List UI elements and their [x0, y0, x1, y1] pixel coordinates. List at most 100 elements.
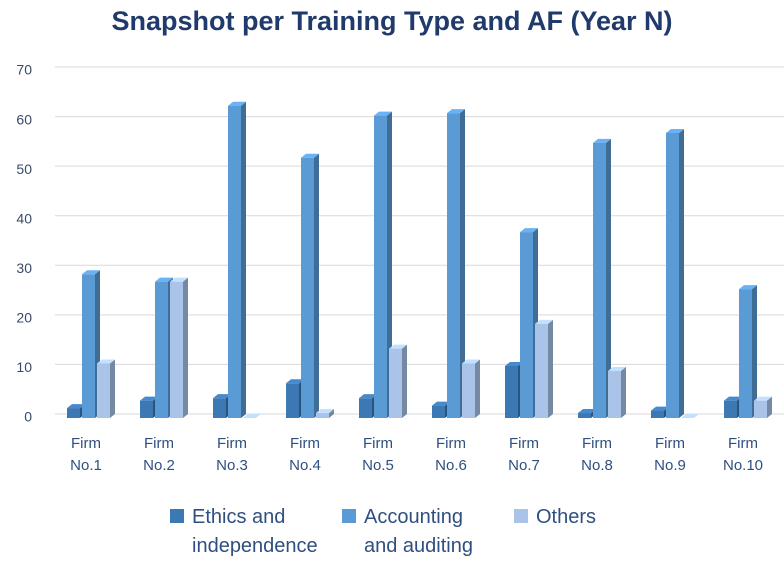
- y-tick-label: 70: [16, 62, 32, 78]
- bar-top: [301, 153, 319, 158]
- bar-side: [767, 396, 772, 418]
- bar-top: [170, 277, 188, 282]
- bar: [286, 383, 299, 418]
- bar-top: [228, 101, 246, 106]
- bar-top: [374, 111, 392, 116]
- bar-top: [67, 404, 85, 409]
- bar-top: [520, 228, 538, 233]
- legend-label: Ethics and independence: [192, 506, 318, 557]
- bar-top: [578, 409, 596, 414]
- bar-side: [402, 344, 407, 418]
- bar-top: [359, 394, 377, 399]
- x-tick-label: Firm No.6: [435, 435, 467, 474]
- bar: [651, 410, 664, 418]
- bar-top: [681, 414, 699, 418]
- bar-side: [241, 101, 246, 418]
- y-tick-label: 60: [16, 111, 32, 127]
- bar-side: [110, 359, 115, 418]
- bar-top: [593, 138, 611, 143]
- bar-side: [752, 285, 757, 418]
- bar: [228, 105, 241, 418]
- bar: [666, 132, 679, 418]
- bar-top: [432, 401, 450, 406]
- bar: [213, 398, 226, 418]
- bar-top: [651, 406, 669, 411]
- x-tick-label: Firm No.10: [722, 435, 764, 474]
- bar-top: [82, 270, 100, 275]
- bar: [316, 413, 329, 418]
- legend-swatch: [342, 509, 356, 523]
- legend-label: Accounting and auditing: [364, 506, 473, 557]
- bar: [170, 281, 183, 418]
- x-tick-label: Firm No.2: [143, 435, 175, 474]
- bar-side: [621, 366, 626, 418]
- bar-side: [679, 128, 684, 418]
- bar: [140, 400, 153, 418]
- y-tick-label: 30: [16, 260, 32, 276]
- bar-top: [286, 379, 304, 384]
- bar: [724, 400, 737, 418]
- bar: [374, 115, 387, 418]
- bar: [432, 405, 445, 418]
- bar: [97, 363, 110, 418]
- x-tick-label: Firm No.7: [508, 435, 540, 474]
- bar: [535, 323, 548, 418]
- bar-side: [606, 138, 611, 418]
- bar-top: [754, 396, 772, 401]
- bar: [82, 274, 95, 418]
- legend-label: Others: [536, 506, 597, 528]
- legend-item: Accounting and auditing: [342, 503, 492, 561]
- legend-item: Ethics and independence: [170, 503, 320, 561]
- bar-side: [329, 409, 334, 418]
- x-tick-label: Firm No.9: [654, 435, 686, 474]
- bar: [578, 413, 591, 418]
- bar-top: [666, 128, 684, 133]
- bar: [593, 142, 606, 418]
- bar-top: [505, 361, 523, 366]
- bar-top: [608, 366, 626, 371]
- legend: Ethics and independence Accounting and au…: [170, 503, 604, 561]
- y-tick-label: 40: [16, 210, 32, 226]
- x-tick-label: Firm No.4: [289, 435, 321, 474]
- bar-top: [140, 396, 158, 401]
- bar-top: [447, 109, 465, 114]
- bar: [739, 289, 752, 418]
- y-tick-label: 20: [16, 310, 32, 326]
- chart-title: Snapshot per Training Type and AF (Year …: [111, 6, 673, 36]
- bar-top: [462, 359, 480, 364]
- bar-side: [314, 153, 319, 418]
- legend-swatch: [170, 509, 184, 523]
- bar-top: [97, 359, 115, 364]
- bar: [608, 370, 621, 418]
- bar-side: [475, 359, 480, 418]
- bar-top: [316, 409, 334, 414]
- x-tick-label: Firm No.3: [216, 435, 248, 474]
- bar-top: [155, 277, 173, 282]
- y-tick-label: 10: [16, 359, 32, 375]
- bar-side: [460, 109, 465, 418]
- bar: [67, 408, 80, 418]
- bar-top: [243, 414, 261, 418]
- legend-item: Others: [514, 503, 604, 561]
- bar: [520, 232, 533, 418]
- bar-top: [724, 396, 742, 401]
- bar: [359, 398, 372, 418]
- bar-top: [535, 319, 553, 324]
- bar-side: [387, 111, 392, 418]
- bar: [505, 365, 518, 418]
- bar: [301, 157, 314, 418]
- bar-top: [739, 285, 757, 290]
- legend-swatch: [514, 509, 528, 523]
- bar-top: [389, 344, 407, 349]
- bar: [389, 348, 402, 418]
- y-tick-label: 50: [16, 161, 32, 177]
- bar-top: [213, 394, 231, 399]
- y-tick-label: 0: [24, 409, 32, 425]
- x-tick-label: Firm No.1: [70, 435, 102, 474]
- bar-side: [183, 277, 188, 418]
- x-tick-label: Firm No.8: [581, 435, 613, 474]
- bar: [754, 400, 767, 418]
- bar: [155, 281, 168, 418]
